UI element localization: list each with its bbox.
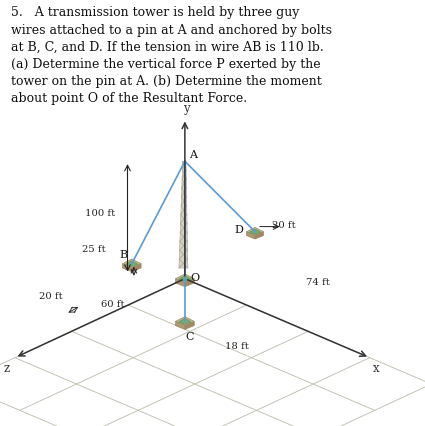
Polygon shape xyxy=(246,232,255,239)
Text: x: x xyxy=(373,361,380,374)
Text: O: O xyxy=(190,272,199,282)
Polygon shape xyxy=(179,276,191,282)
Polygon shape xyxy=(179,162,188,268)
Text: D: D xyxy=(234,224,243,234)
Polygon shape xyxy=(246,228,264,236)
Text: A: A xyxy=(189,150,197,160)
Text: 25 ft: 25 ft xyxy=(82,245,105,254)
Polygon shape xyxy=(122,264,132,272)
Polygon shape xyxy=(185,322,194,330)
Text: C: C xyxy=(185,331,193,341)
Text: 20 ft: 20 ft xyxy=(272,220,296,230)
Polygon shape xyxy=(132,264,141,272)
Polygon shape xyxy=(176,322,185,330)
Polygon shape xyxy=(176,279,185,287)
Text: 60 ft: 60 ft xyxy=(101,299,125,308)
Text: 20 ft: 20 ft xyxy=(39,291,63,301)
Polygon shape xyxy=(122,259,141,268)
Text: 5.   A transmission tower is held by three guy
wires attached to a pin at A and : 5. A transmission tower is held by three… xyxy=(11,6,332,105)
Polygon shape xyxy=(255,232,264,239)
Polygon shape xyxy=(176,274,194,283)
Polygon shape xyxy=(185,279,194,287)
Text: B: B xyxy=(119,250,128,260)
Text: 18 ft: 18 ft xyxy=(225,342,249,351)
Polygon shape xyxy=(126,261,138,267)
Text: 74 ft: 74 ft xyxy=(306,277,330,287)
Polygon shape xyxy=(249,230,261,235)
Polygon shape xyxy=(179,319,191,324)
Text: z: z xyxy=(3,361,9,374)
Polygon shape xyxy=(176,317,194,325)
Text: 100 ft: 100 ft xyxy=(85,208,115,218)
Text: y: y xyxy=(183,102,190,115)
